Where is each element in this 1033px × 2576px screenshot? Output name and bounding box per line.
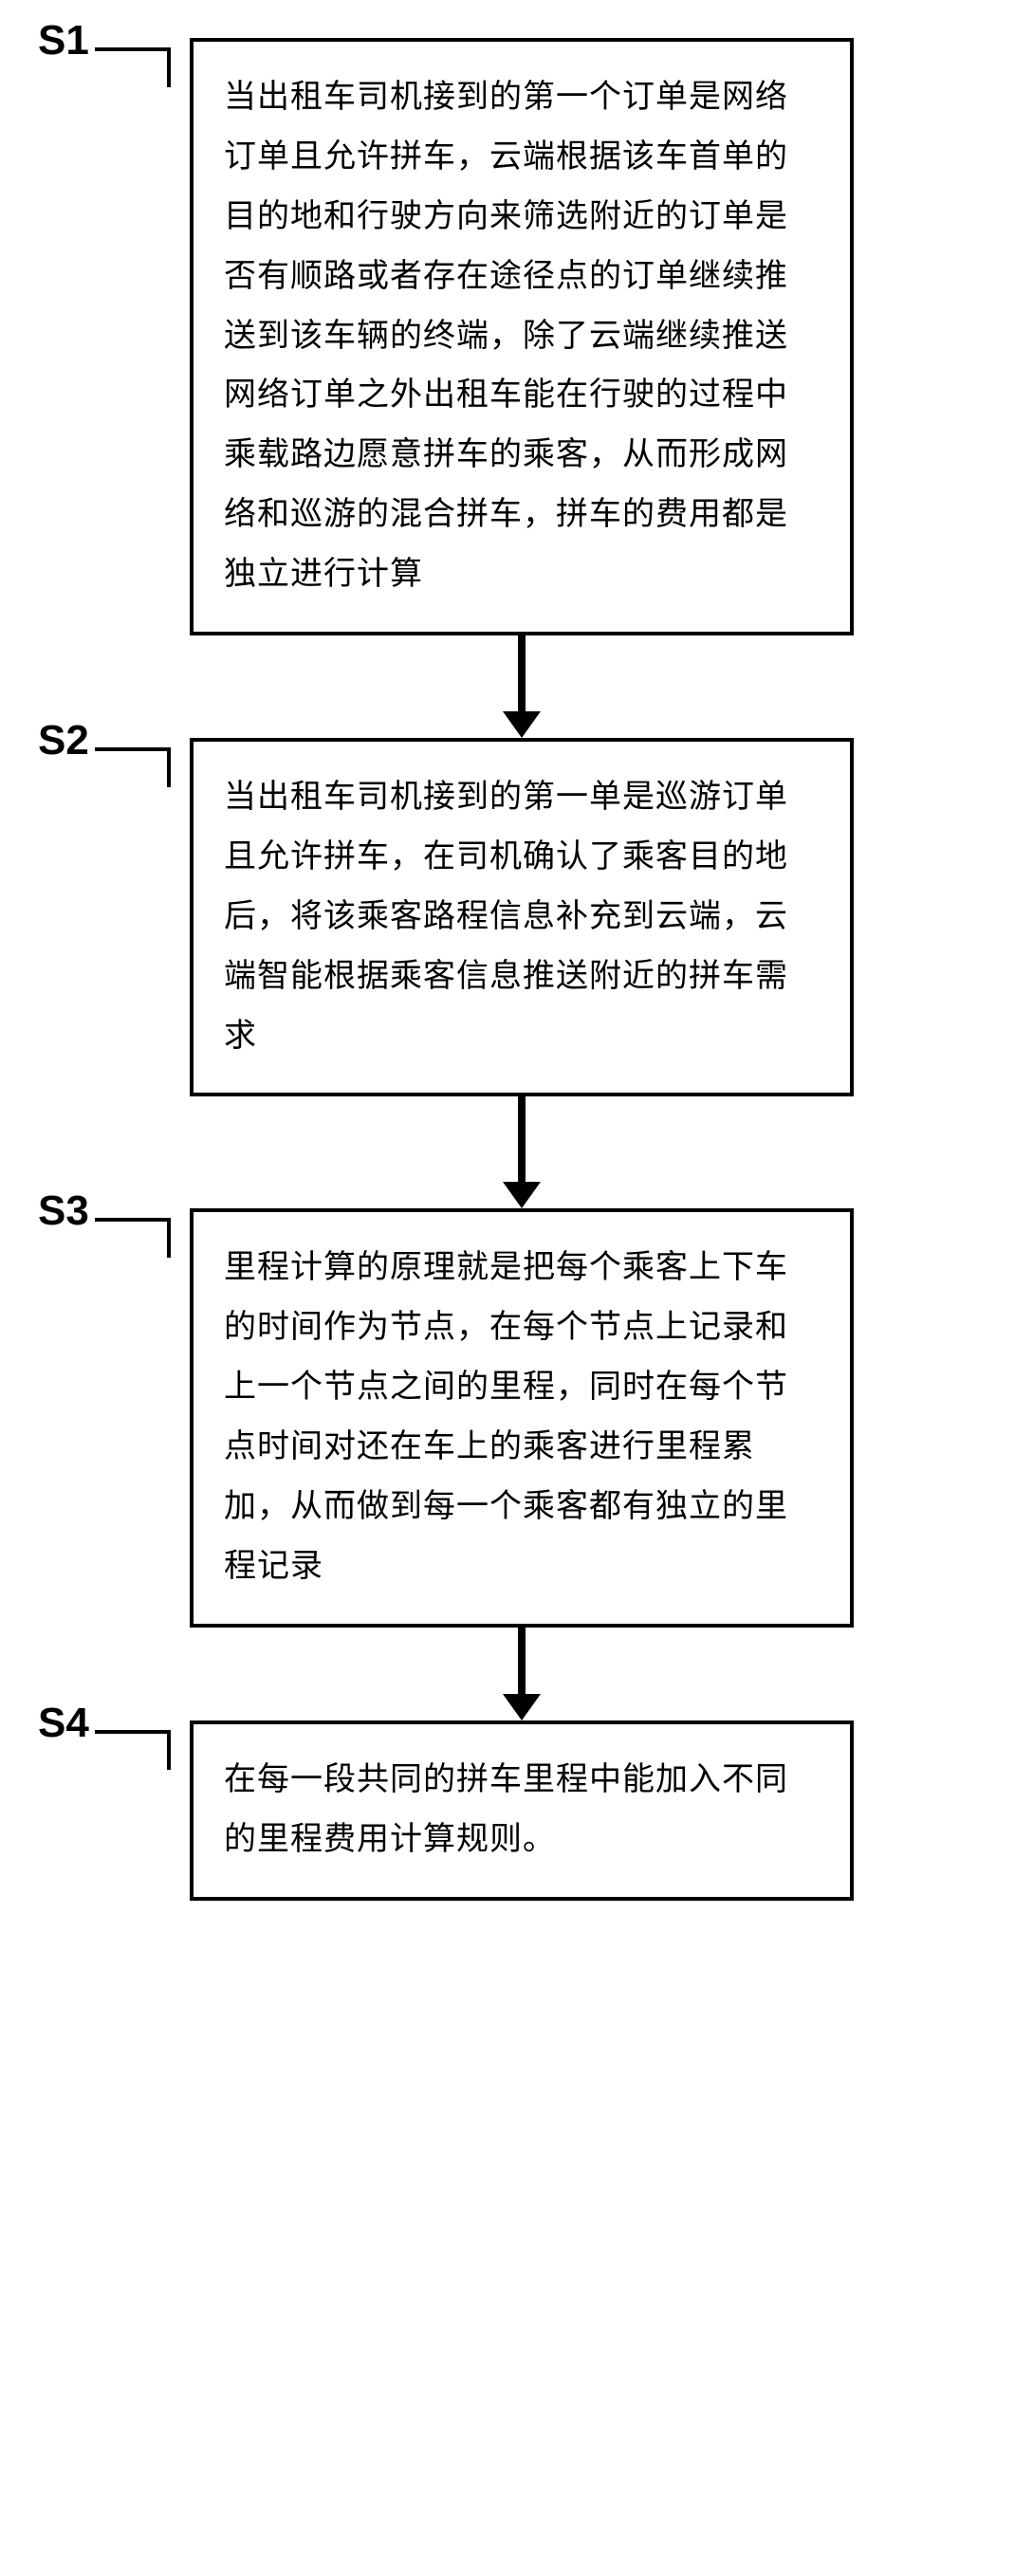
step-box-s2: 当出租车司机接到的第一单是巡游订单且允许拼车，在司机确认了乘客目的地后，将该乘客… <box>190 738 854 1096</box>
label-connector-v <box>167 747 171 787</box>
step-s1: S1 当出租车司机接到的第一个订单是网络订单且允许拼车，云端根据该车首单的目的地… <box>190 38 854 635</box>
label-connector-v <box>167 1730 171 1770</box>
step-label-s2: S2 <box>38 717 89 764</box>
step-label-s3: S3 <box>38 1187 89 1235</box>
arrow-s2-s3 <box>503 1096 541 1208</box>
step-s4: S4 在每一段共同的拼车里程中能加入不同的里程费用计算规则。 <box>190 1720 854 1901</box>
label-connector-h <box>95 747 171 751</box>
label-connector-h <box>95 1730 171 1734</box>
label-connector-v <box>167 47 171 87</box>
step-s3: S3 里程计算的原理就是把每个乘客上下车的时间作为节点，在每个节点上记录和上一个… <box>190 1208 854 1627</box>
step-box-s4: 在每一段共同的拼车里程中能加入不同的里程费用计算规则。 <box>190 1720 854 1901</box>
arrow-s1-s2 <box>503 635 541 738</box>
flowchart-container: S1 当出租车司机接到的第一个订单是网络订单且允许拼车，云端根据该车首单的目的地… <box>190 38 854 1901</box>
step-label-s1: S1 <box>38 17 89 64</box>
arrow-line <box>518 1628 526 1696</box>
step-s2: S2 当出租车司机接到的第一单是巡游订单且允许拼车，在司机确认了乘客目的地后，将… <box>190 738 854 1096</box>
arrow-head-icon <box>503 1182 541 1208</box>
step-box-s1: 当出租车司机接到的第一个订单是网络订单且允许拼车，云端根据该车首单的目的地和行驶… <box>190 38 854 635</box>
arrow-head-icon <box>503 711 541 738</box>
label-connector-h <box>95 1218 171 1222</box>
arrow-head-icon <box>503 1694 541 1720</box>
arrow-line <box>518 635 526 713</box>
label-connector-h <box>95 47 171 51</box>
arrow-s3-s4 <box>503 1628 541 1720</box>
step-label-s4: S4 <box>38 1700 89 1747</box>
label-connector-v <box>167 1218 171 1258</box>
step-box-s3: 里程计算的原理就是把每个乘客上下车的时间作为节点，在每个节点上记录和上一个节点之… <box>190 1208 854 1627</box>
arrow-line <box>518 1096 526 1184</box>
